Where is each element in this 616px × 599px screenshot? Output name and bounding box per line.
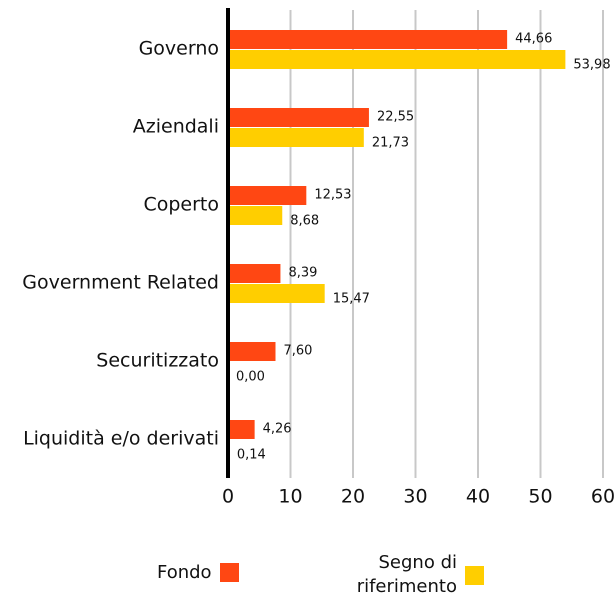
x-tick-label: 50 — [528, 486, 552, 508]
legend-swatch — [219, 563, 239, 582]
bar — [228, 108, 369, 127]
legend-label: Segno di riferimento — [356, 552, 457, 597]
legend-label: Fondo — [157, 562, 212, 583]
legend-item: Fondo — [157, 562, 239, 583]
bar — [228, 206, 283, 225]
y-tick-label: Governo — [139, 38, 219, 60]
data-label: 12,53 — [314, 188, 351, 203]
bar — [228, 50, 566, 69]
bar — [228, 264, 281, 283]
bar — [228, 420, 255, 439]
y-tick-label: Liquidità e/o derivati — [23, 428, 219, 450]
bar — [228, 342, 276, 361]
data-label: 8,39 — [288, 266, 317, 281]
bar — [228, 186, 307, 205]
chart: 0 10 20 30 40 50 60 Governo 44,66 53,98 Aziendali 2… — [22, 8, 615, 508]
x-tick-label: 60 — [591, 486, 615, 508]
bar — [228, 30, 508, 49]
y-tick-label: Securitizzato — [96, 350, 219, 372]
data-label: 21,73 — [372, 136, 409, 151]
x-tick-label: 0 — [222, 486, 234, 508]
data-label: 0,14 — [237, 448, 266, 463]
x-tick-label: 40 — [466, 486, 490, 508]
data-label: 8,68 — [290, 214, 319, 229]
y-tick-label: Aziendali — [133, 116, 219, 138]
data-label: 22,55 — [377, 110, 414, 125]
bar — [228, 128, 364, 147]
bar — [228, 284, 325, 303]
legend-item: Segno di riferimento — [340, 551, 484, 599]
y-tick-label: Coperto — [143, 194, 219, 216]
data-label: 4,26 — [263, 422, 292, 437]
legend-swatch — [465, 565, 484, 585]
x-tick-label: 20 — [341, 486, 365, 508]
x-tick-label: 10 — [278, 486, 302, 508]
y-tick-label: Government Related — [22, 272, 219, 294]
data-label: 15,47 — [333, 292, 370, 307]
x-tick-label: 30 — [403, 486, 427, 508]
data-label: 0,00 — [236, 370, 265, 385]
data-label: 53,98 — [573, 58, 610, 73]
data-label: 44,66 — [515, 32, 552, 47]
data-label: 7,60 — [284, 344, 313, 359]
